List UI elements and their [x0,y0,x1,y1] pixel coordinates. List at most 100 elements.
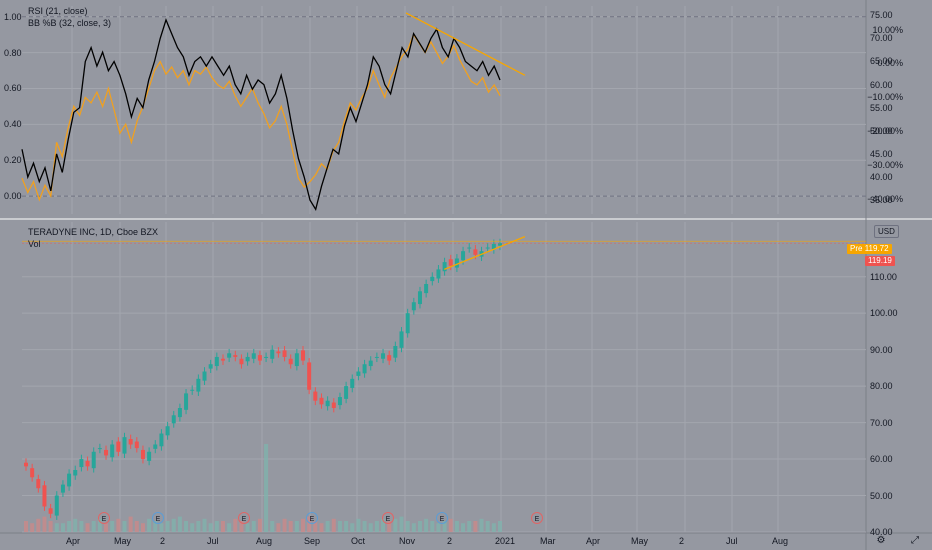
price-axis-tick: 60.00 [870,454,893,465]
volume-bar [344,521,349,532]
x-axis-label: Apr [586,536,601,546]
rsi-axis-tick: 50.00 [870,125,893,136]
candle-body [264,356,269,358]
volume-bar [36,518,41,532]
volume-bar [147,518,152,532]
volume-bar [104,523,109,532]
price-axis-tick: 100.00 [870,308,898,319]
earnings-marker-label: E [535,516,540,523]
volume-bar [436,523,441,532]
maximize-icon[interactable]: ⤢ [911,535,919,546]
currency-label[interactable]: USD [874,225,899,238]
volume-bar [288,521,293,532]
candle-body [270,349,275,359]
volume-bar [473,521,478,532]
x-axis-label: Oct [351,536,366,546]
rsi-axis-tick: 45.00 [870,148,893,159]
candle-body [196,378,201,392]
volume-bar [24,521,28,532]
volume-bar [313,521,318,532]
volume-bar [48,521,53,532]
volume-bar [430,521,435,532]
volume-bar [42,516,47,532]
candle-body [313,391,318,401]
candle-body [301,350,306,361]
rsi-axis-tick: 75.00 [870,10,893,21]
candle-body [350,378,355,388]
candle-body [436,269,441,279]
x-axis-label: 2021 [495,536,516,546]
earnings-marker-label: E [440,516,445,523]
left-axis-tick: 1.00 [4,11,22,22]
volume-bar [405,521,410,532]
volume-bar [60,523,65,532]
volume-bar [134,521,139,532]
candle-body [184,393,189,410]
volume-bar [294,521,299,532]
rsi-axis-tick: 35.00 [870,195,893,206]
candle-body [239,358,244,365]
gear-icon[interactable]: ⚙ [876,535,886,546]
volume-bar [479,518,484,532]
rsi-axis-tick: 65.00 [870,56,893,67]
candle-body [233,355,238,357]
candle-body [473,249,478,255]
earnings-marker-icon [382,512,394,524]
candle-body [294,353,299,367]
pct-axis-tick: −30.00% [867,160,903,170]
volume-bar [184,521,189,532]
earnings-marker-icon [436,512,448,524]
pct-axis-tick: −40.00% [867,194,903,204]
volume-bar [381,518,386,532]
price-axis-tick: 90.00 [870,344,893,355]
volume-bar [461,523,466,532]
candle-body [282,350,287,357]
volume-bar [270,521,275,532]
x-axis-label: Aug [772,536,789,546]
candle-body [73,470,78,476]
earnings-marker-label: E [386,516,391,523]
volume-bar [337,521,342,532]
volume-bar [85,523,90,532]
price-axis-tick: 80.00 [870,381,893,392]
candle-body [165,426,170,436]
candle-body [91,451,96,469]
candle-body [159,433,164,447]
candle-body [387,355,392,361]
volume-bar [251,521,256,532]
volume-bar [264,444,269,532]
volume-bar [393,518,398,532]
bb-legend: BB %B (32, close, 3) [28,18,112,28]
volume-bar [368,523,373,532]
volume-bar [140,523,145,532]
volume-bar [233,518,238,532]
volume-bar [485,521,490,532]
x-axis-label: 2 [447,536,453,546]
pre-value: 119.72 [864,244,889,253]
candle-body [405,313,410,334]
volume-bar [196,521,201,532]
candle-body [356,371,361,376]
candle-body [337,397,342,406]
volume-bar [424,518,429,532]
volume-bar [208,523,213,532]
volume-bar [454,521,459,532]
volume-bar [97,518,102,532]
volume-bar [356,518,361,532]
left-axis-tick: 0.00 [4,191,22,202]
pct-axis-tick: −10.00% [867,92,903,102]
last-price-tag: 119.19 [865,256,895,266]
candle-body [227,353,232,358]
volume-bar [245,523,250,532]
candle-body [325,400,330,407]
x-axis-label: Jul [726,536,738,546]
candle-body [498,243,502,246]
candle-body [344,386,349,399]
candle-body [36,479,41,489]
candle-body [485,247,490,249]
volume-bar [122,521,127,532]
candle-body [491,243,496,250]
bb-series-line [21,33,501,202]
candle-body [104,449,109,456]
